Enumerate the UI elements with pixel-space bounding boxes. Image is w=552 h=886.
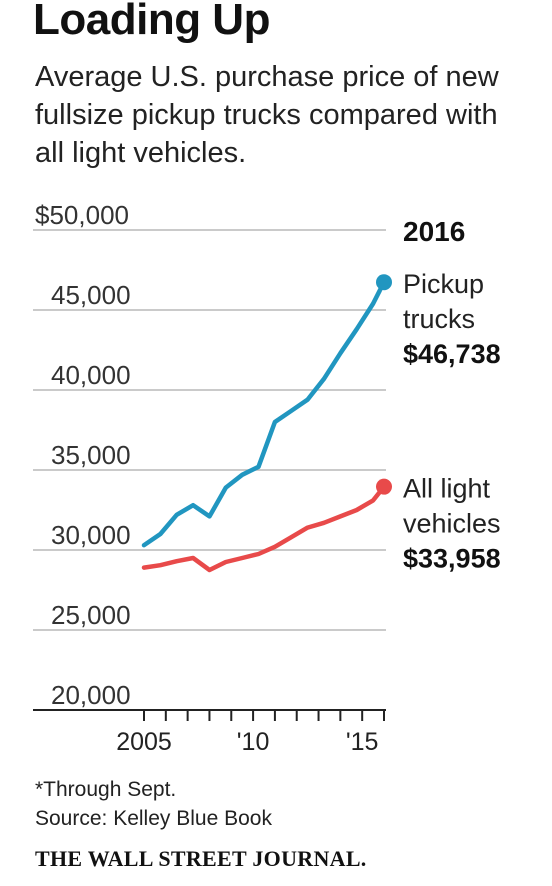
year-label: 2016 bbox=[403, 216, 465, 247]
x-axis: 2005 '10 '15 bbox=[116, 710, 385, 756]
chart-subtitle: Average U.S. purchase price of new fulls… bbox=[35, 61, 499, 169]
y-axis-ticks: $50,000 45,000 40,000 35,000 30,000 25,000 20,… bbox=[35, 200, 131, 710]
x-tick-label: '15 bbox=[346, 728, 379, 756]
series-end-point bbox=[376, 478, 392, 495]
series-label: All light bbox=[403, 474, 491, 504]
y-tick-label: 30,000 bbox=[51, 520, 131, 550]
line-chart: $50,000 45,000 40,000 35,000 30,000 25,000 20,… bbox=[33, 200, 501, 756]
series-value-label: $33,958 bbox=[403, 544, 501, 574]
series-label: trucks bbox=[403, 304, 475, 334]
y-tick-label: 45,000 bbox=[51, 280, 131, 310]
series-lines bbox=[141, 274, 392, 573]
y-tick-label: $50,000 bbox=[35, 200, 129, 230]
source-note: Source: Kelley Blue Book bbox=[35, 807, 272, 830]
series-value-label: $46,738 bbox=[403, 339, 501, 369]
series-end-point bbox=[376, 274, 392, 291]
y-tick-label: 40,000 bbox=[51, 360, 131, 390]
series-labels: 2016 Pickup trucks $46,738 All light vehicles… bbox=[403, 216, 501, 574]
chart-title: Loading Up bbox=[33, 0, 270, 44]
series-label: vehicles bbox=[403, 509, 501, 539]
series-line bbox=[141, 484, 387, 573]
y-tick-label: 35,000 bbox=[51, 440, 131, 470]
series-label: Pickup bbox=[403, 269, 484, 299]
publisher-logo: THE WALL STREET JOURNAL. bbox=[35, 846, 367, 871]
series-line bbox=[141, 279, 387, 548]
y-tick-label: 25,000 bbox=[51, 600, 131, 630]
x-tick-label: '10 bbox=[237, 728, 270, 756]
x-tick-label: 2005 bbox=[116, 728, 172, 756]
grid-lines bbox=[33, 229, 386, 711]
y-tick-label: 20,000 bbox=[51, 680, 131, 710]
footnote: *Through Sept. bbox=[35, 778, 177, 801]
